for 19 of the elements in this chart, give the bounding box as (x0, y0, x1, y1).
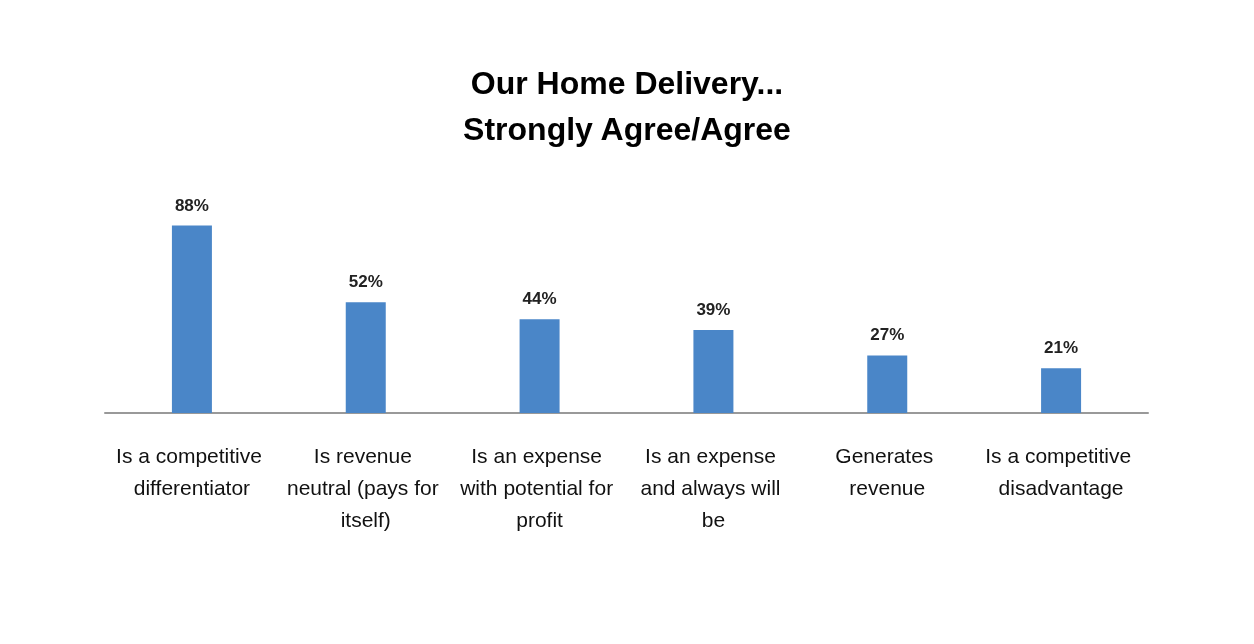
x-tick-label: Is revenue neutral (pays for itself) (286, 443, 445, 531)
data-label: 21% (1044, 338, 1079, 358)
data-label: 44% (522, 289, 557, 309)
data-label: 52% (348, 272, 383, 292)
bar (1041, 368, 1082, 413)
x-tick-label: Generates revenue (835, 443, 940, 499)
x-tick-label: Is an expense and always will be (640, 443, 787, 531)
x-tick-label: Is a competitive disadvantage (985, 443, 1137, 499)
chart-title: Our Home Delivery... Strongly Agree/Agree (463, 65, 791, 147)
data-label: 27% (870, 325, 905, 345)
bar (867, 355, 908, 413)
data-label: 88% (174, 195, 209, 215)
data-label: 39% (696, 299, 731, 319)
bar (519, 319, 560, 413)
bar (345, 302, 386, 413)
x-tick-label: Is an expense with potential for profit (459, 443, 619, 531)
bar (693, 329, 734, 413)
x-tick-label: Is a competitive differentiator (116, 443, 268, 499)
bar (171, 225, 212, 413)
